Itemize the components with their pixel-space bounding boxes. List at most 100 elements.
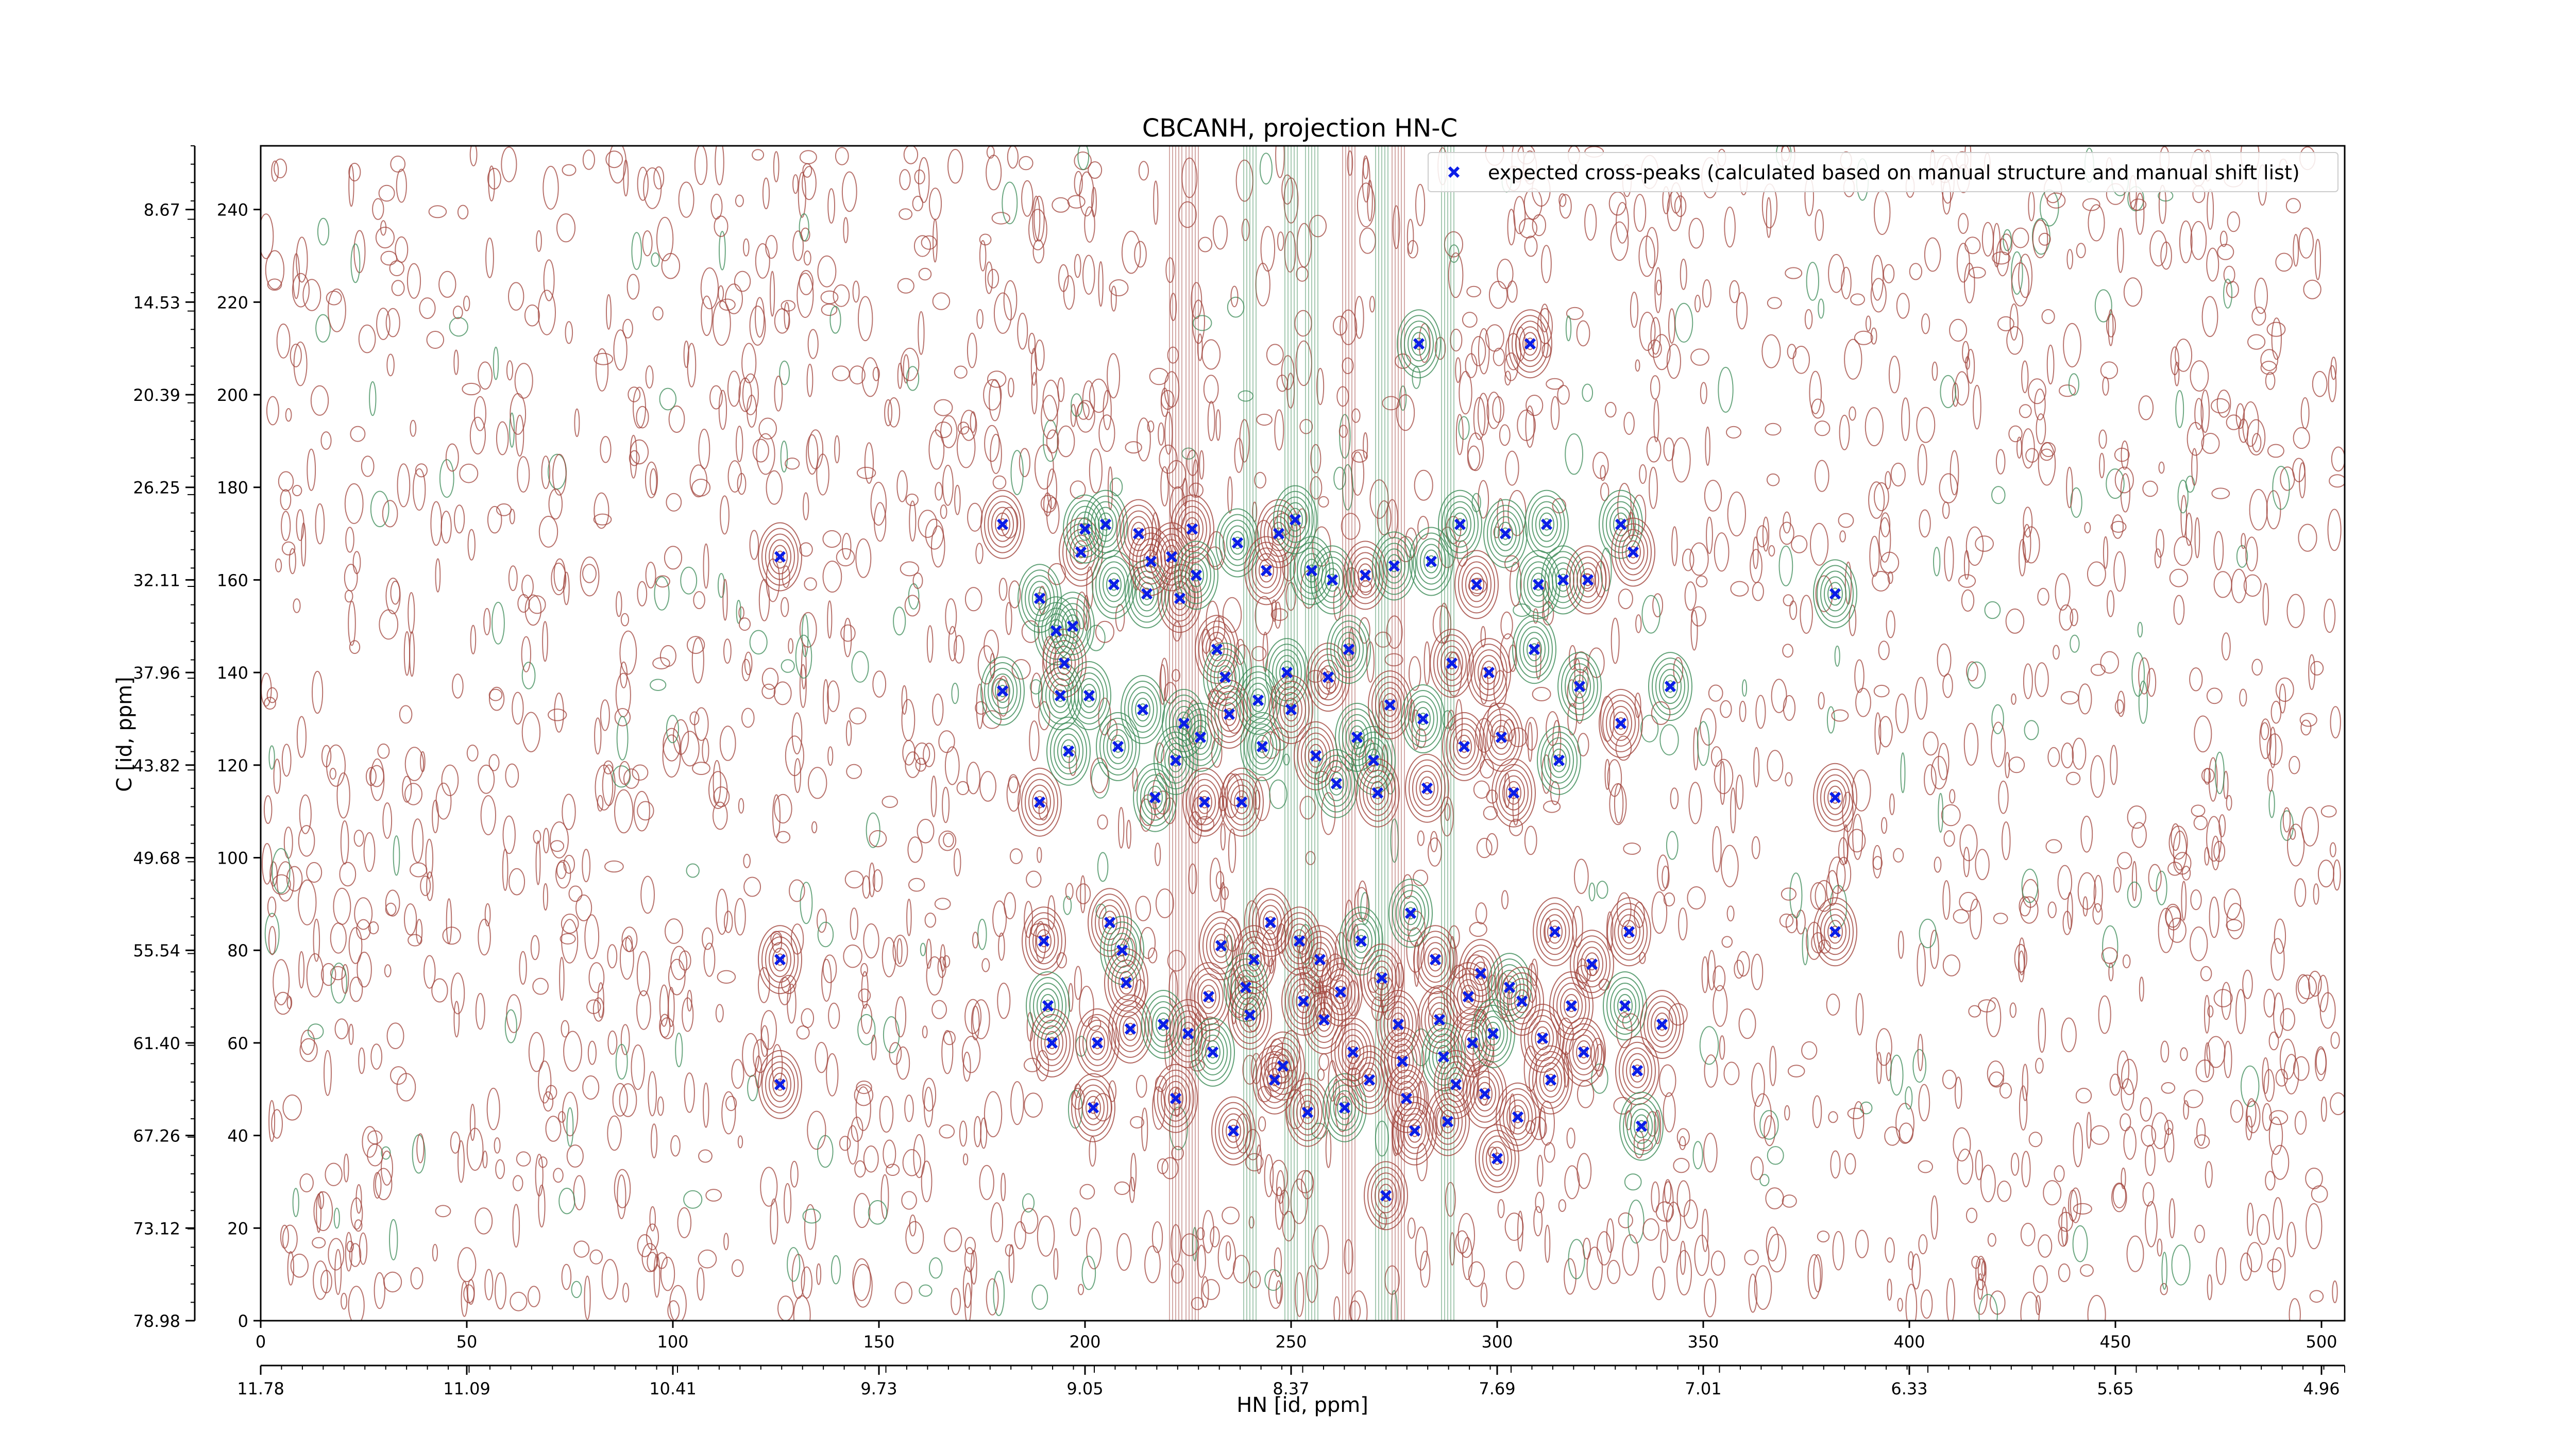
noise-contour (1524, 825, 1537, 855)
noise-contour (550, 840, 565, 852)
noise-contour (796, 273, 814, 318)
noise-contour (2106, 313, 2116, 338)
noise-contour (1938, 793, 1944, 833)
noise-contour (2145, 1144, 2156, 1176)
noise-contour (2213, 840, 2226, 862)
noise-contour (1973, 384, 1981, 430)
noise-contour (2110, 520, 2127, 533)
noise-contour (1735, 774, 1744, 810)
noise-contour (1251, 646, 1267, 662)
noise-contour (2235, 403, 2245, 429)
noise-contour (1493, 347, 1505, 366)
noise-contour (1417, 830, 1425, 846)
noise-contour (846, 1125, 859, 1165)
noise-contour (2057, 865, 2073, 900)
noise-contour (2271, 317, 2282, 360)
noise-contour (1850, 293, 1866, 306)
noise-contour (2227, 211, 2240, 232)
noise-contour (268, 926, 277, 955)
noise-contour (749, 630, 768, 655)
noise-contour (1541, 245, 1552, 283)
noise-contour (1610, 221, 1629, 261)
noise-contour (1989, 1071, 2004, 1088)
noise-contour (1342, 357, 1354, 374)
noise-contour (439, 459, 454, 498)
noise-contour (321, 745, 332, 768)
noise-contour (362, 1126, 378, 1158)
noise-contour (535, 1154, 544, 1197)
noise-contour (1198, 237, 1213, 252)
noise-contour (521, 636, 531, 672)
noise-contour (1759, 1174, 1770, 1187)
noise-contour (580, 557, 600, 597)
noise-contour (289, 548, 296, 575)
noise-contour (942, 464, 954, 506)
noise-contour (953, 848, 961, 877)
noise-contour (636, 406, 649, 429)
noise-contour (353, 830, 364, 847)
noise-contour (2169, 568, 2189, 587)
noise-contour (1312, 1225, 1329, 1270)
noise-contour (785, 458, 800, 470)
noise-contour (2211, 835, 2220, 871)
noise-contour (1854, 330, 1873, 345)
noise-contour (899, 208, 913, 220)
noise-contour (385, 902, 397, 916)
noise-contour (480, 795, 496, 835)
noise-contour (1975, 1256, 1987, 1290)
noise-contour (606, 294, 612, 330)
noise-contour (1950, 450, 1959, 496)
noise-contour (1444, 803, 1451, 821)
noise-contour (938, 830, 957, 851)
noise-contour (637, 801, 654, 821)
noise-contour (538, 1184, 546, 1228)
x-tick-label: 350 (1687, 1332, 1719, 1352)
noise-contour (385, 308, 400, 338)
noise-contour (1500, 633, 1516, 673)
noise-contour (664, 546, 683, 570)
noise-contour (1033, 195, 1045, 242)
noise-contour (1814, 420, 1831, 436)
noise-contour (753, 1039, 768, 1073)
noise-contour (1623, 412, 1635, 435)
noise-contour (1655, 279, 1662, 296)
noise-contour (784, 301, 790, 330)
noise-contour (755, 243, 770, 279)
noise-contour (1186, 449, 1199, 476)
noise-contour (510, 1291, 528, 1311)
noise-contour (1347, 150, 1353, 176)
noise-contour (1309, 214, 1327, 238)
noise-contour (2251, 307, 2266, 326)
noise-contour (2262, 1103, 2272, 1131)
noise-contour (1991, 486, 2006, 504)
noise-contour (1734, 959, 1744, 979)
noise-contour (1307, 670, 1324, 683)
noise-contour (506, 360, 514, 381)
noise-contour (457, 205, 469, 220)
noise-contour (587, 1040, 597, 1065)
noise-contour (1017, 312, 1028, 350)
noise-contour (987, 268, 999, 289)
noise-contour (1271, 599, 1277, 622)
noise-contour (735, 426, 743, 462)
noise-contour (2102, 925, 2119, 968)
noise-contour (918, 510, 938, 538)
noise-contour (1844, 339, 1862, 380)
noise-contour (2111, 1183, 2127, 1212)
noise-contour (687, 989, 692, 1012)
noise-contour (689, 711, 700, 726)
noise-contour (1076, 883, 1091, 904)
noise-contour (854, 1160, 866, 1178)
noise-contour (2286, 1222, 2296, 1257)
noise-contour (1651, 701, 1671, 725)
noise-contour (1615, 735, 1632, 761)
noise-contour (866, 812, 880, 848)
noise-contour (408, 592, 415, 634)
noise-contour (773, 681, 792, 705)
noise-contour (1949, 789, 1956, 804)
noise-contour (566, 1144, 584, 1168)
noise-contour (1995, 449, 2006, 475)
noise-contour (987, 370, 1007, 388)
noise-contour (1701, 956, 1709, 993)
noise-contour (799, 270, 814, 295)
